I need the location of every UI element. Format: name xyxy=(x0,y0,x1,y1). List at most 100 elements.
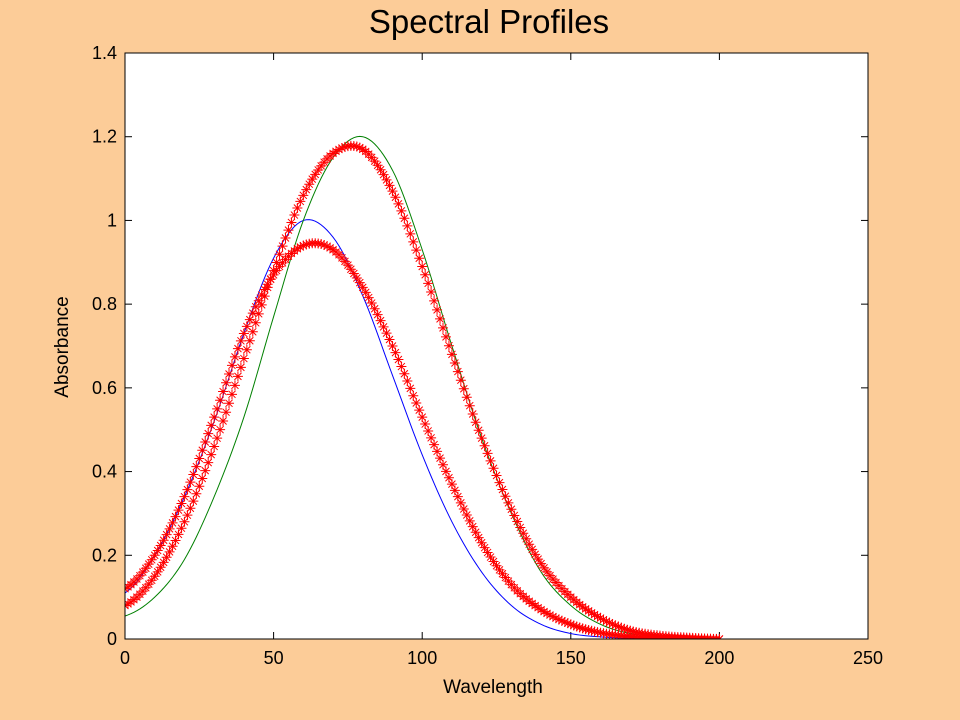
data-point-marker xyxy=(628,626,639,637)
data-point-marker xyxy=(244,335,255,346)
data-point-marker xyxy=(390,192,401,203)
data-point-marker xyxy=(589,626,600,637)
data-point-marker xyxy=(518,528,529,539)
data-point-marker xyxy=(185,503,196,514)
data-point-marker xyxy=(485,552,496,563)
data-point-marker xyxy=(238,353,249,364)
data-point-marker xyxy=(200,436,211,447)
data-point-marker xyxy=(224,368,235,379)
data-point-marker xyxy=(238,328,249,339)
data-point-marker xyxy=(164,546,175,557)
data-point-marker xyxy=(191,461,202,472)
data-point-marker xyxy=(360,287,371,298)
data-point-marker xyxy=(420,269,431,280)
data-point-marker xyxy=(577,623,588,634)
data-point-marker xyxy=(203,457,214,468)
data-point-marker xyxy=(586,607,597,618)
data-point-marker xyxy=(408,236,419,247)
data-point-marker xyxy=(197,445,208,456)
data-point-marker xyxy=(137,567,148,578)
data-point-marker xyxy=(384,180,395,191)
data-point-marker xyxy=(268,269,279,280)
data-point-marker xyxy=(405,228,416,239)
data-point-marker xyxy=(247,326,258,337)
data-point-marker xyxy=(250,301,261,312)
y-tick-label: 1.2 xyxy=(92,127,117,147)
data-point-marker xyxy=(452,366,463,377)
data-point-marker xyxy=(265,274,276,285)
data-point-marker xyxy=(568,620,579,631)
data-point-marker xyxy=(536,604,547,615)
data-point-marker xyxy=(423,425,434,436)
y-tick-label: 0.4 xyxy=(92,462,117,482)
data-point-marker xyxy=(366,152,377,163)
data-point-marker xyxy=(479,440,490,451)
data-point-marker xyxy=(194,453,205,464)
data-point-marker xyxy=(158,535,169,546)
data-point-marker xyxy=(345,264,356,275)
data-point-marker xyxy=(232,343,243,354)
data-point-marker xyxy=(583,605,594,616)
data-point-marker xyxy=(571,621,582,632)
data-point-marker xyxy=(616,622,627,633)
data-point-marker xyxy=(610,620,621,631)
data-point-marker xyxy=(396,361,407,372)
data-point-marker xyxy=(384,334,395,345)
data-point-marker xyxy=(188,469,199,480)
y-tick-label: 0.2 xyxy=(92,545,117,565)
y-tick-label: 1.4 xyxy=(92,43,117,63)
data-point-marker xyxy=(393,198,404,209)
data-point-marker xyxy=(316,239,327,250)
data-point-marker xyxy=(440,331,451,342)
data-point-marker xyxy=(286,217,297,228)
data-point-marker xyxy=(438,459,449,470)
data-point-marker xyxy=(559,616,570,627)
data-point-marker xyxy=(125,598,133,609)
data-point-marker xyxy=(455,375,466,386)
y-tick-label: 0.8 xyxy=(92,294,117,314)
data-point-marker xyxy=(524,539,535,550)
data-point-marker xyxy=(553,614,564,625)
data-point-marker xyxy=(342,260,353,271)
data-point-marker xyxy=(539,606,550,617)
data-point-marker xyxy=(200,465,211,476)
data-point-marker xyxy=(336,142,347,153)
data-point-marker xyxy=(375,164,386,175)
data-point-marker xyxy=(443,340,454,351)
data-point-marker xyxy=(485,455,496,466)
data-point-marker xyxy=(256,289,267,300)
data-point-marker xyxy=(328,148,339,159)
data-point-marker xyxy=(467,521,478,532)
data-point-marker xyxy=(405,383,416,394)
data-point-marker xyxy=(592,611,603,622)
data-point-marker xyxy=(435,453,446,464)
data-point-marker xyxy=(402,220,413,231)
data-point-marker xyxy=(307,174,318,185)
data-point-marker xyxy=(574,622,585,633)
data-point-marker xyxy=(173,529,184,540)
data-point-marker xyxy=(176,498,187,509)
data-point-marker xyxy=(488,463,499,474)
data-point-marker xyxy=(298,190,309,201)
data-point-marker xyxy=(140,563,151,574)
data-point-marker xyxy=(387,341,398,351)
data-point-marker xyxy=(533,602,544,613)
data-point-marker xyxy=(435,313,446,324)
plot-series xyxy=(125,135,725,639)
x-tick-label: 150 xyxy=(556,648,586,668)
data-point-marker xyxy=(357,282,368,293)
y-tick-label: 1 xyxy=(107,210,117,230)
data-point-marker xyxy=(235,335,246,346)
x-tick-label: 250 xyxy=(853,648,883,668)
data-point-marker xyxy=(229,351,240,362)
data-point-marker xyxy=(464,515,475,526)
data-point-marker xyxy=(550,613,561,624)
data-point-marker xyxy=(556,615,567,626)
data-point-marker xyxy=(378,169,389,180)
x-tick-label: 200 xyxy=(704,648,734,668)
data-point-marker xyxy=(179,516,190,527)
data-point-marker xyxy=(182,484,193,495)
data-point-marker xyxy=(146,575,157,586)
data-point-marker xyxy=(402,376,413,387)
